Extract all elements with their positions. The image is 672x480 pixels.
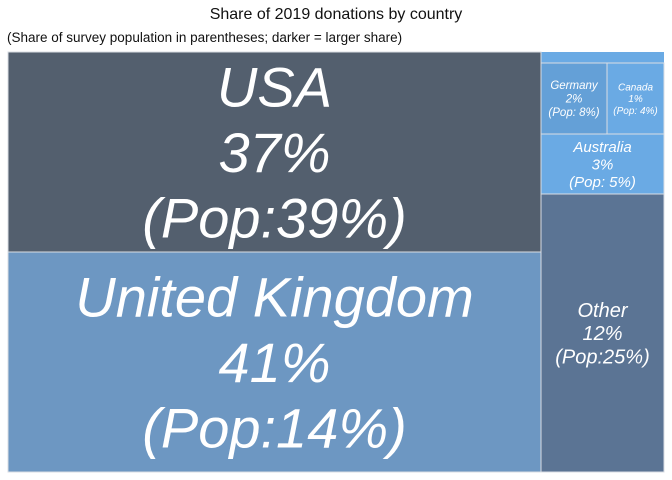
tile-country-germany: Germany	[550, 80, 599, 92]
chart-subtitle: (Share of survey population in parenthes…	[7, 30, 403, 45]
tile-share-germany: 2%	[565, 94, 583, 106]
tile-pop-united-kingdom: (Pop:14%)	[142, 397, 407, 460]
tile-pop-australia: (Pop: 5%)	[569, 174, 636, 191]
tile-country-united-kingdom: United Kingdom	[75, 266, 473, 329]
tile-country-usa: USA	[217, 56, 332, 119]
tile-rect-united-kingdom	[7, 251, 542, 473]
tile-share-canada: 1%	[628, 94, 643, 105]
tile-rect-other	[540, 193, 665, 473]
tile-share-usa: 37%	[218, 121, 330, 184]
tile-country-other: Other	[577, 300, 628, 322]
tile-pop-usa: (Pop:39%)	[142, 187, 407, 250]
tile-rect-canada	[606, 62, 665, 135]
tile-pop-other: (Pop:25%)	[555, 347, 650, 369]
tile-rect-usa	[7, 51, 542, 253]
tile-pop-canada: (Pop: 4%)	[613, 106, 657, 117]
tile-share-australia: 3%	[592, 156, 614, 173]
tile-share-united-kingdom: 41%	[218, 331, 330, 394]
tile-rect-australia	[540, 133, 665, 195]
tile-country-canada: Canada	[618, 82, 653, 93]
chart-title: Share of 2019 donations by country	[209, 6, 463, 23]
tile-rect-germany	[540, 62, 608, 135]
tile-pop-germany: (Pop: 8%)	[548, 107, 599, 119]
tile-germany: Germany 2%(Pop: 8%)	[540, 62, 608, 135]
tile-share-other: 12%	[582, 323, 622, 345]
tile-country-australia: Australia	[572, 139, 631, 156]
